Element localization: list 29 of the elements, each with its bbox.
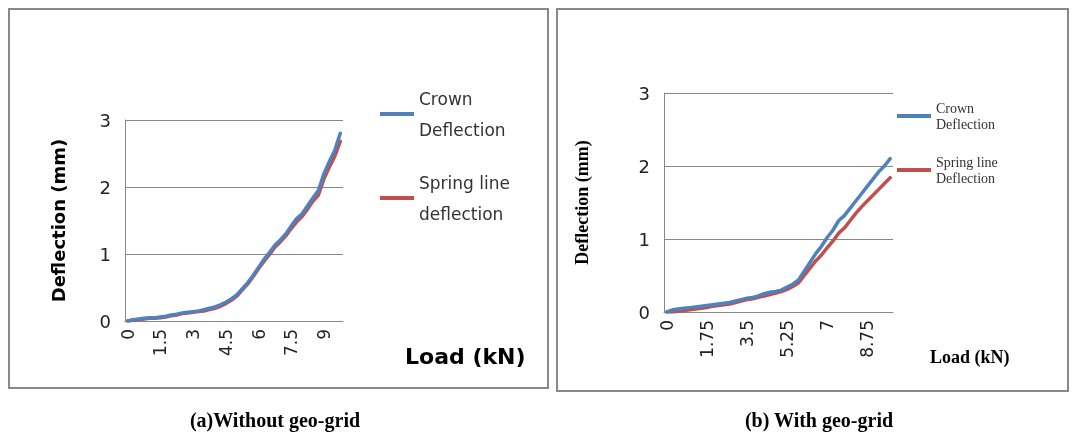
x-tick-label: 3	[183, 329, 204, 340]
y-tick-label: 2	[99, 176, 111, 198]
legend-label: Spring line Deflection	[936, 154, 1002, 186]
y-tick-label: 3	[99, 109, 111, 131]
legend-label: Crown Deflection	[419, 88, 506, 140]
x-tick-label: 8.75	[857, 320, 878, 358]
x-tick-label: 9	[313, 329, 334, 340]
x-tick-label: 6	[248, 329, 269, 340]
y-tick-label: 1	[99, 243, 111, 265]
y-axis-title: Deflection (mm)	[572, 140, 593, 265]
y-axis-title: Deflection (mm)	[47, 138, 69, 303]
x-tick-label: 0	[656, 320, 677, 331]
x-tick-label: 7.5	[281, 329, 302, 357]
x-tick-label: 4.5	[215, 329, 236, 357]
text: (a)Without geo-grid	[189, 409, 361, 432]
x-tick-label: 7	[817, 320, 838, 331]
x-tick-label: 1.5	[150, 329, 171, 357]
x-tick-label: 1.75	[696, 320, 717, 358]
x-tick-label: 3.5	[737, 320, 758, 348]
x-axis-title: Load (kN)	[405, 343, 526, 369]
legend-label: Spring line deflection	[419, 172, 516, 224]
y-tick-label: 3	[638, 82, 650, 104]
legend-label: Crown Deflection	[936, 100, 996, 132]
x-axis-title: Load (kN)	[930, 347, 1010, 368]
y-tick-label: 2	[638, 155, 650, 177]
x-tick-label: 0	[117, 329, 138, 340]
x-tick-label: 5.25	[777, 320, 798, 358]
text: (b) With geo-grid	[744, 409, 894, 432]
y-tick-label: 1	[638, 228, 650, 250]
